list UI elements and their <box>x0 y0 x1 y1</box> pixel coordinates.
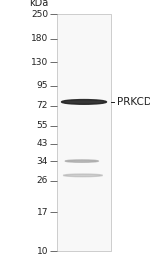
Text: 17: 17 <box>36 207 48 217</box>
Text: 34: 34 <box>37 157 48 165</box>
Ellipse shape <box>65 160 98 162</box>
Text: 95: 95 <box>36 81 48 90</box>
Text: 55: 55 <box>36 121 48 130</box>
FancyBboxPatch shape <box>57 14 111 251</box>
Text: 26: 26 <box>37 176 48 185</box>
Text: 43: 43 <box>37 139 48 148</box>
Text: 180: 180 <box>31 34 48 43</box>
Text: 250: 250 <box>31 10 48 19</box>
Ellipse shape <box>63 174 102 177</box>
Text: 130: 130 <box>31 58 48 67</box>
Text: 10: 10 <box>36 247 48 256</box>
Text: 72: 72 <box>37 101 48 110</box>
Text: kDa: kDa <box>29 0 48 8</box>
Ellipse shape <box>61 100 106 104</box>
Text: PRKCD: PRKCD <box>117 97 150 107</box>
